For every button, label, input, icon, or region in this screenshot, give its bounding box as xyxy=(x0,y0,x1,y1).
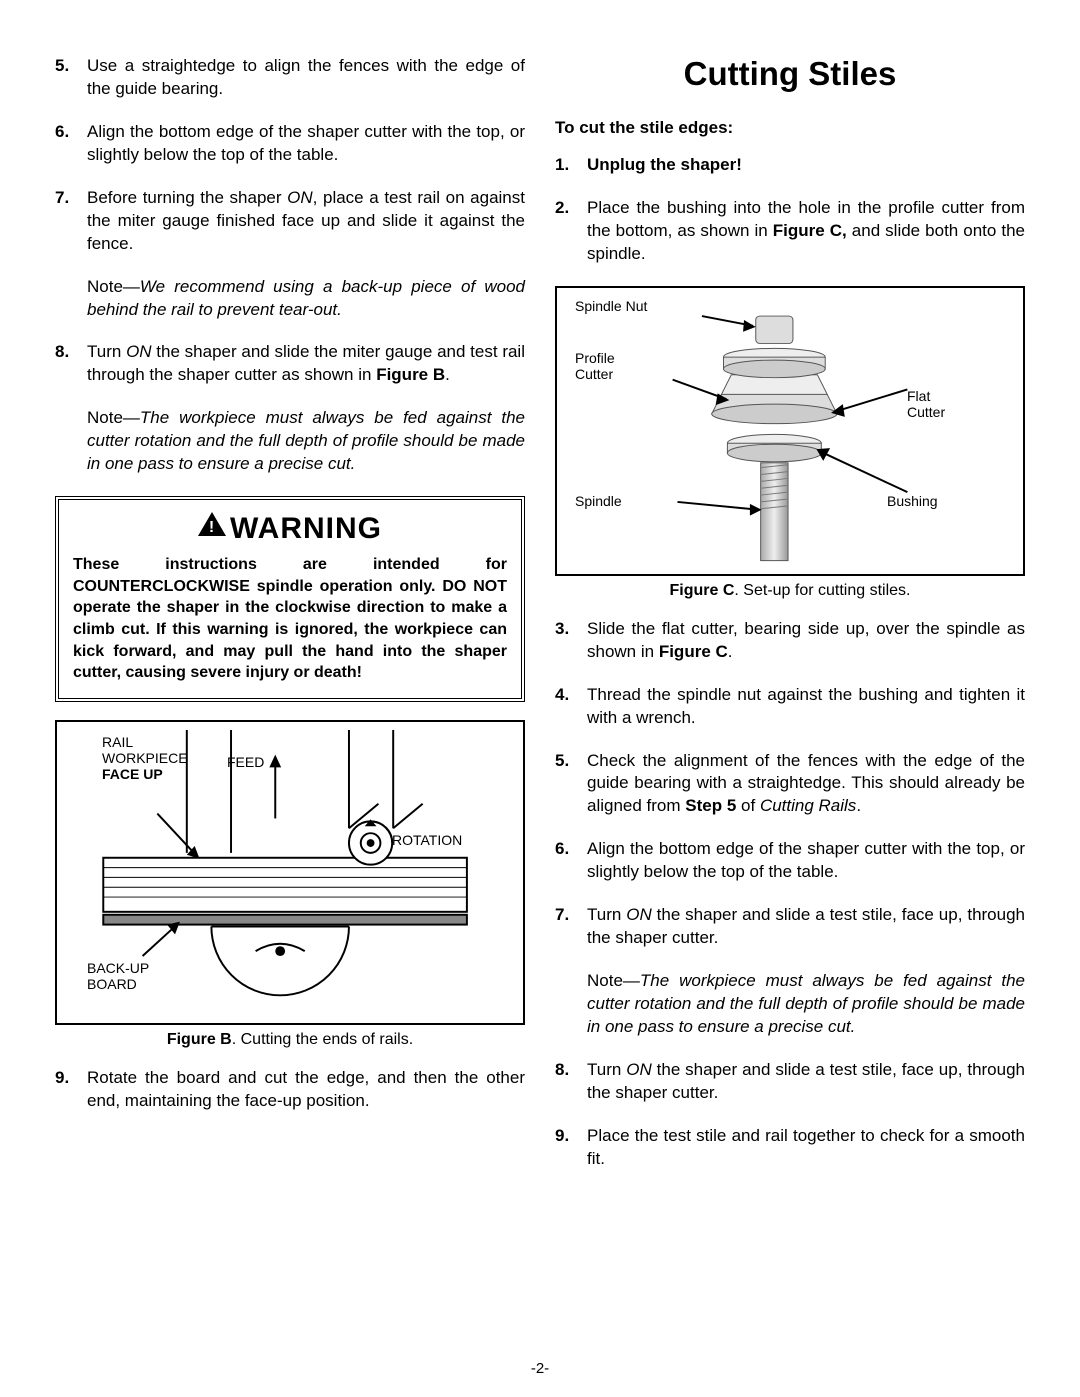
label-spindle: Spindle xyxy=(575,493,622,509)
step-6: 6. Align the bottom edge of the shaper c… xyxy=(55,121,525,167)
stile-step-4: 4. Thread the spindle nut against the bu… xyxy=(555,684,1025,730)
subheading: To cut the stile edges: xyxy=(555,118,1025,138)
stile-step-3: 3. Slide the flat cutter, bearing side u… xyxy=(555,618,1025,664)
stile-step-9: 9. Place the test stile and rail togethe… xyxy=(555,1125,1025,1171)
figure-c: Spindle Nut ProfileCutter FlatCutter Spi… xyxy=(555,286,1025,576)
figure-c-svg xyxy=(565,296,1015,566)
stile-step-7: 7. Turn ON the shaper and slide a test s… xyxy=(555,904,1025,950)
stile-step-2: 2. Place the bushing into the hole in th… xyxy=(555,197,1025,266)
step-9: 9. Rotate the board and cut the edge, an… xyxy=(55,1067,525,1113)
step-5: 5. Use a straightedge to align the fence… xyxy=(55,55,525,101)
label-rotation: ROTATION xyxy=(392,832,462,848)
warning-title: ! WARNING xyxy=(73,510,507,546)
step-7: 7. Before turning the shaper ON, place a… xyxy=(55,187,525,256)
note-8: Note—The workpiece must always be fed ag… xyxy=(87,407,525,476)
label-feed: FEED xyxy=(227,754,264,770)
label-spindle-nut: Spindle Nut xyxy=(575,298,647,314)
step-8: 8. Turn ON the shaper and slide the mite… xyxy=(55,341,525,387)
label-backup: BACK-UPBOARD xyxy=(87,960,149,992)
page-number: -2- xyxy=(0,1360,1080,1377)
warning-body: These instructions are intended for COUN… xyxy=(73,554,507,684)
label-profile-cutter: ProfileCutter xyxy=(575,350,615,382)
note-7: Note—We recommend using a back-up piece … xyxy=(87,276,525,322)
figure-c-caption: Figure C. Set-up for cutting stiles. xyxy=(555,582,1025,600)
section-heading: Cutting Stiles xyxy=(555,55,1025,93)
warning-icon: ! xyxy=(198,510,226,544)
figure-b-caption: Figure B. Cutting the ends of rails. xyxy=(55,1031,525,1049)
left-column: 5. Use a straightedge to align the fence… xyxy=(55,55,525,1191)
stile-step-5: 5. Check the alignment of the fences wit… xyxy=(555,750,1025,819)
warning-box: ! WARNING These instructions are intende… xyxy=(55,496,525,702)
label-bushing: Bushing xyxy=(887,493,938,509)
svg-text:!: ! xyxy=(209,519,215,536)
stile-step-6: 6. Align the bottom edge of the shaper c… xyxy=(555,838,1025,884)
stile-step-8: 8. Turn ON the shaper and slide a test s… xyxy=(555,1059,1025,1105)
right-column: Cutting Stiles To cut the stile edges: 1… xyxy=(555,55,1025,1191)
figure-b: RAILWORKPIECEFACE UP FEED ROTATION BACK-… xyxy=(55,720,525,1025)
stile-note-7: Note—The workpiece must always be fed ag… xyxy=(587,970,1025,1039)
label-flat-cutter: FlatCutter xyxy=(907,388,945,420)
label-rail: RAILWORKPIECEFACE UP xyxy=(102,734,188,782)
stile-step-1: 1. Unplug the shaper! xyxy=(555,154,1025,177)
